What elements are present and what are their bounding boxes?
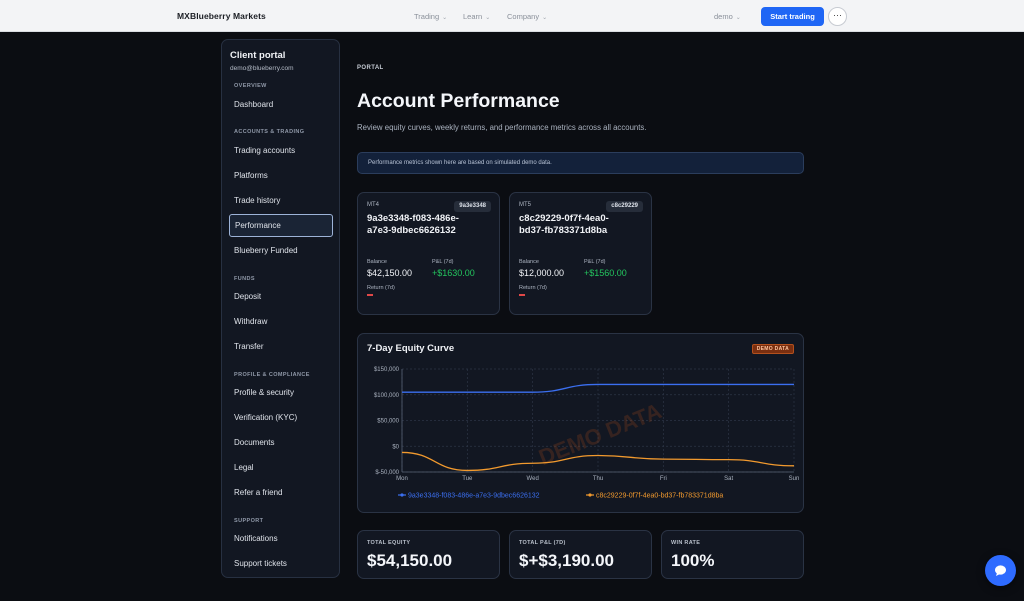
account-card[interactable]: MT5 c8c29229 c8c29229-0f7f-4ea0-bd37-fb7… (509, 192, 652, 315)
account-id: 9a3e3348-f083-486e-a7e3-9dbec6626132 (367, 213, 459, 236)
account-id: c8c29229-0f7f-4ea0-bd37-fb783371d8ba (519, 213, 609, 236)
equity-chart-card: 7-Day Equity Curve DEMO DATA $150,000 $10… (357, 333, 804, 513)
nav-learn[interactable]: Learn ⌄ (463, 12, 491, 21)
legend-label: 9a3e3348-f083-486e-a7e3-9dbec6626132 (408, 493, 540, 500)
demo-data-badge: DEMO DATA (751, 344, 794, 354)
series-line-2 (401, 451, 795, 472)
legend-marker (588, 493, 592, 497)
section-profile-compliance: PROFILE & COMPLIANCE (234, 372, 310, 378)
page-title: Account Performance (357, 90, 560, 112)
pnl-value: +$1560.00 (584, 268, 627, 278)
stat-label: TOTAL P&L (7D) (519, 540, 566, 546)
sidebar-item-trade-history[interactable]: Trade history (234, 196, 281, 205)
demo-notice: Performance metrics shown here are based… (357, 152, 804, 174)
sidebar-item-performance[interactable]: Performance (229, 214, 333, 237)
sidebar: Client portal demo@blueberry.com OVERVIE… (221, 39, 340, 578)
sidebar-item-withdraw[interactable]: Withdraw (234, 317, 268, 326)
account-platform: MT5 (519, 202, 531, 208)
y-tick-label: $0 (392, 444, 399, 450)
x-tick-label: Thu (593, 476, 603, 482)
balance-value: $12,000.00 (519, 268, 565, 278)
page-subtitle: Review equity curves, weekly returns, an… (357, 123, 647, 132)
chevron-down-icon: ⌄ (485, 15, 491, 21)
sidebar-item-profile-security[interactable]: Profile & security (234, 388, 295, 397)
account-switcher[interactable]: demo ⌄ (714, 12, 741, 21)
stat-value: $54,150.00 (367, 551, 453, 570)
y-tick-label: $150,000 (374, 367, 400, 373)
stat-label: TOTAL EQUITY (367, 540, 411, 546)
sidebar-item-documents[interactable]: Documents (234, 438, 275, 447)
account-platform: MT4 (367, 202, 379, 208)
pnl-value: +$1630.00 (432, 268, 475, 278)
stat-value: $+$3,190.00 (519, 551, 615, 570)
stat-card-total-pnl: TOTAL P&L (7D) $+$3,190.00 (509, 530, 652, 579)
more-menu-button[interactable]: ··· (828, 7, 847, 26)
sidebar-item-notifications[interactable]: Notifications (234, 534, 278, 543)
sidebar-item-verification[interactable]: Verification (KYC) (234, 413, 298, 422)
y-tick-label: $50,000 (377, 419, 399, 425)
return-value (367, 294, 373, 296)
x-tick-label: Fri (660, 476, 667, 482)
account-id-badge: 9a3e3348 (454, 201, 491, 212)
balance-label: Balance (367, 259, 387, 265)
chat-button[interactable] (985, 555, 1016, 586)
x-tick-label: Sun (789, 476, 800, 482)
sidebar-item-deposit[interactable]: Deposit (234, 292, 262, 301)
top-nav: MXBlueberry Markets Trading ⌄ Learn ⌄ Comp… (0, 0, 1024, 32)
start-trading-button[interactable]: Start trading (761, 7, 824, 26)
account-id-badge: c8c29229 (606, 201, 643, 212)
sidebar-email: demo@blueberry.com (230, 65, 294, 72)
y-tick-label: $100,000 (374, 393, 400, 399)
chart-title: 7-Day Equity Curve (367, 343, 455, 354)
balance-value: $42,150.00 (367, 268, 413, 278)
chat-bubble-icon (995, 565, 1006, 576)
legend-label: c8c29229-0f7f-4ea0-bd37-fb783371d8ba (596, 493, 723, 500)
y-tick-label: $-50,000 (375, 470, 399, 476)
pnl-label: P&L (7d) (432, 259, 454, 265)
stat-label: WIN RATE (671, 540, 701, 546)
sidebar-title: Client portal (230, 50, 286, 61)
chevron-down-icon: ⌄ (542, 15, 548, 21)
demo-watermark: DEMO DATA (535, 398, 665, 470)
section-support: SUPPORT (234, 518, 264, 524)
x-tick-label: Wed (527, 476, 539, 482)
sidebar-item-trading-accounts[interactable]: Trading accounts (234, 146, 296, 155)
stat-value: 100% (671, 551, 715, 570)
x-tick-label: Mon (396, 476, 408, 482)
nav-company[interactable]: Company ⌄ (507, 12, 548, 21)
sidebar-item-platforms[interactable]: Platforms (234, 171, 268, 180)
sidebar-item-transfer[interactable]: Transfer (234, 342, 264, 351)
x-tick-label: Tue (462, 476, 473, 482)
sidebar-item-blueberry-funded[interactable]: Blueberry Funded (234, 246, 298, 255)
page-kicker: PORTAL (357, 65, 384, 71)
sidebar-item-support-tickets[interactable]: Support tickets (234, 559, 287, 568)
pnl-label: P&L (7d) (584, 259, 606, 265)
sidebar-item-legal[interactable]: Legal (234, 463, 254, 472)
return-label: Return (7d) (519, 285, 547, 291)
sidebar-item-refer-a-friend[interactable]: Refer a friend (234, 488, 283, 497)
sidebar-item-dashboard[interactable]: Dashboard (234, 100, 274, 109)
nav-trading[interactable]: Trading ⌄ (414, 12, 448, 21)
stat-card-win-rate: WIN RATE 100% (661, 530, 804, 579)
return-label: Return (7d) (367, 285, 395, 291)
account-card[interactable]: MT4 9a3e3348 9a3e3348-f083-486e-a7e3-9db… (357, 192, 500, 315)
legend-marker (400, 493, 404, 497)
stat-card-total-equity: TOTAL EQUITY $54,150.00 (357, 530, 500, 579)
x-tick-label: Sat (724, 476, 733, 482)
section-funds: FUNDS (234, 276, 255, 282)
balance-label: Balance (519, 259, 539, 265)
chevron-down-icon: ⌄ (442, 15, 448, 21)
chevron-down-icon: ⌄ (735, 15, 741, 21)
section-overview: OVERVIEW (234, 83, 267, 89)
brand-logo[interactable]: MXBlueberry Markets (177, 11, 266, 21)
series-line-1 (401, 383, 794, 393)
section-accounts-trading: ACCOUNTS & TRADING (234, 129, 305, 135)
return-value (519, 294, 525, 296)
